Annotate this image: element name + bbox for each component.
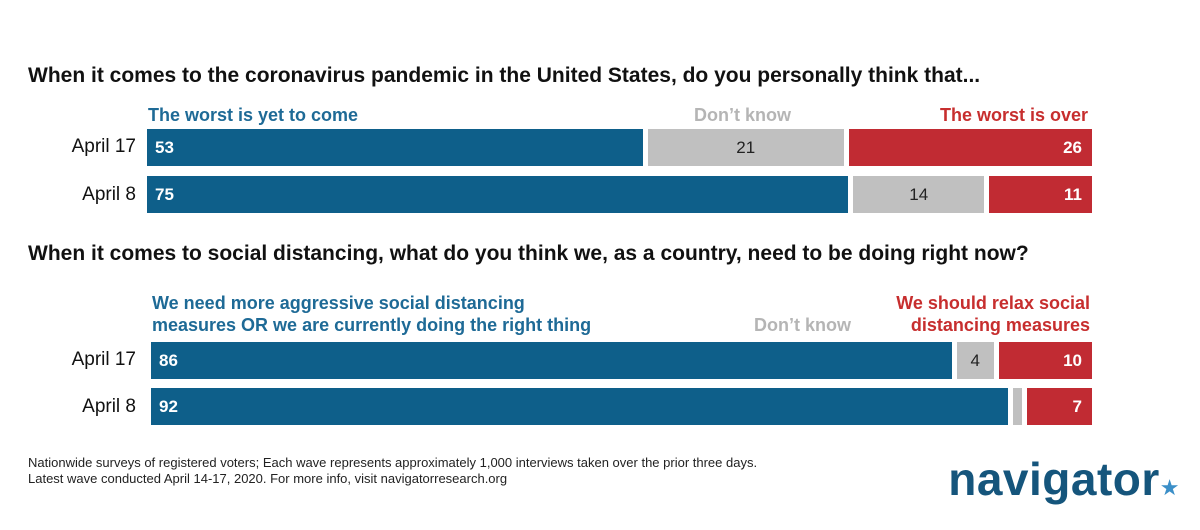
chart1-bar-april17-worst-over: 26	[848, 129, 1092, 166]
chart2-legend-relax: We should relax social distancing measur…	[896, 293, 1090, 335]
chart1-bar-april8-worst-over: 11	[989, 176, 1092, 213]
chart1-legend-yet-to-come: The worst is yet to come	[148, 105, 359, 125]
chart2-legend-more-aggressive: We need more aggressive social distancin…	[152, 293, 592, 335]
chart2-bar-april8-more-aggressive: 92	[151, 388, 1008, 425]
star-icon: ★	[1159, 475, 1180, 500]
chart1-row-label-april17: April 17	[71, 136, 136, 157]
chart1-bar-april8-yet-to-come: 75	[147, 176, 849, 213]
chart2-legend-dont-know: Don’t know	[754, 315, 851, 335]
footer-line-2: Latest wave conducted April 14-17, 2020.…	[28, 471, 508, 486]
chart1-title: When it comes to the coronavirus pandemi…	[28, 64, 981, 87]
chart2-bar-april8-dont-know	[1012, 388, 1022, 425]
chart2-bar-april8-relax: 7	[1026, 388, 1092, 425]
chart2-row-label-april8: April 8	[82, 396, 136, 417]
chart1-bar-april17-dont-know: 21	[647, 129, 844, 166]
chart1-legend-dont-know: Don’t know	[694, 105, 791, 125]
chart1-bar-april8-dont-know: 14	[853, 176, 985, 213]
chart1-row-label-april8: April 8	[82, 184, 136, 205]
chart2-bar-april17-more-aggressive: 86	[151, 342, 952, 379]
chart2-bar-april17-dont-know: 4	[956, 342, 994, 379]
chart1-bar-april17-yet-to-come: 53	[147, 129, 643, 166]
chart1-legend-worst-over: The worst is over	[939, 105, 1088, 125]
logo-text: navigator	[948, 453, 1160, 505]
footer-note: Nationwide surveys of registered voters;…	[28, 455, 757, 487]
navigator-logo: navigator★	[948, 452, 1180, 506]
chart2-bar-april17-relax: 10	[998, 342, 1092, 379]
chart2-title: When it comes to social distancing, what…	[28, 242, 1029, 265]
chart2-row-label-april17: April 17	[71, 349, 136, 370]
footer-line-1: Nationwide surveys of registered voters;…	[28, 455, 758, 470]
